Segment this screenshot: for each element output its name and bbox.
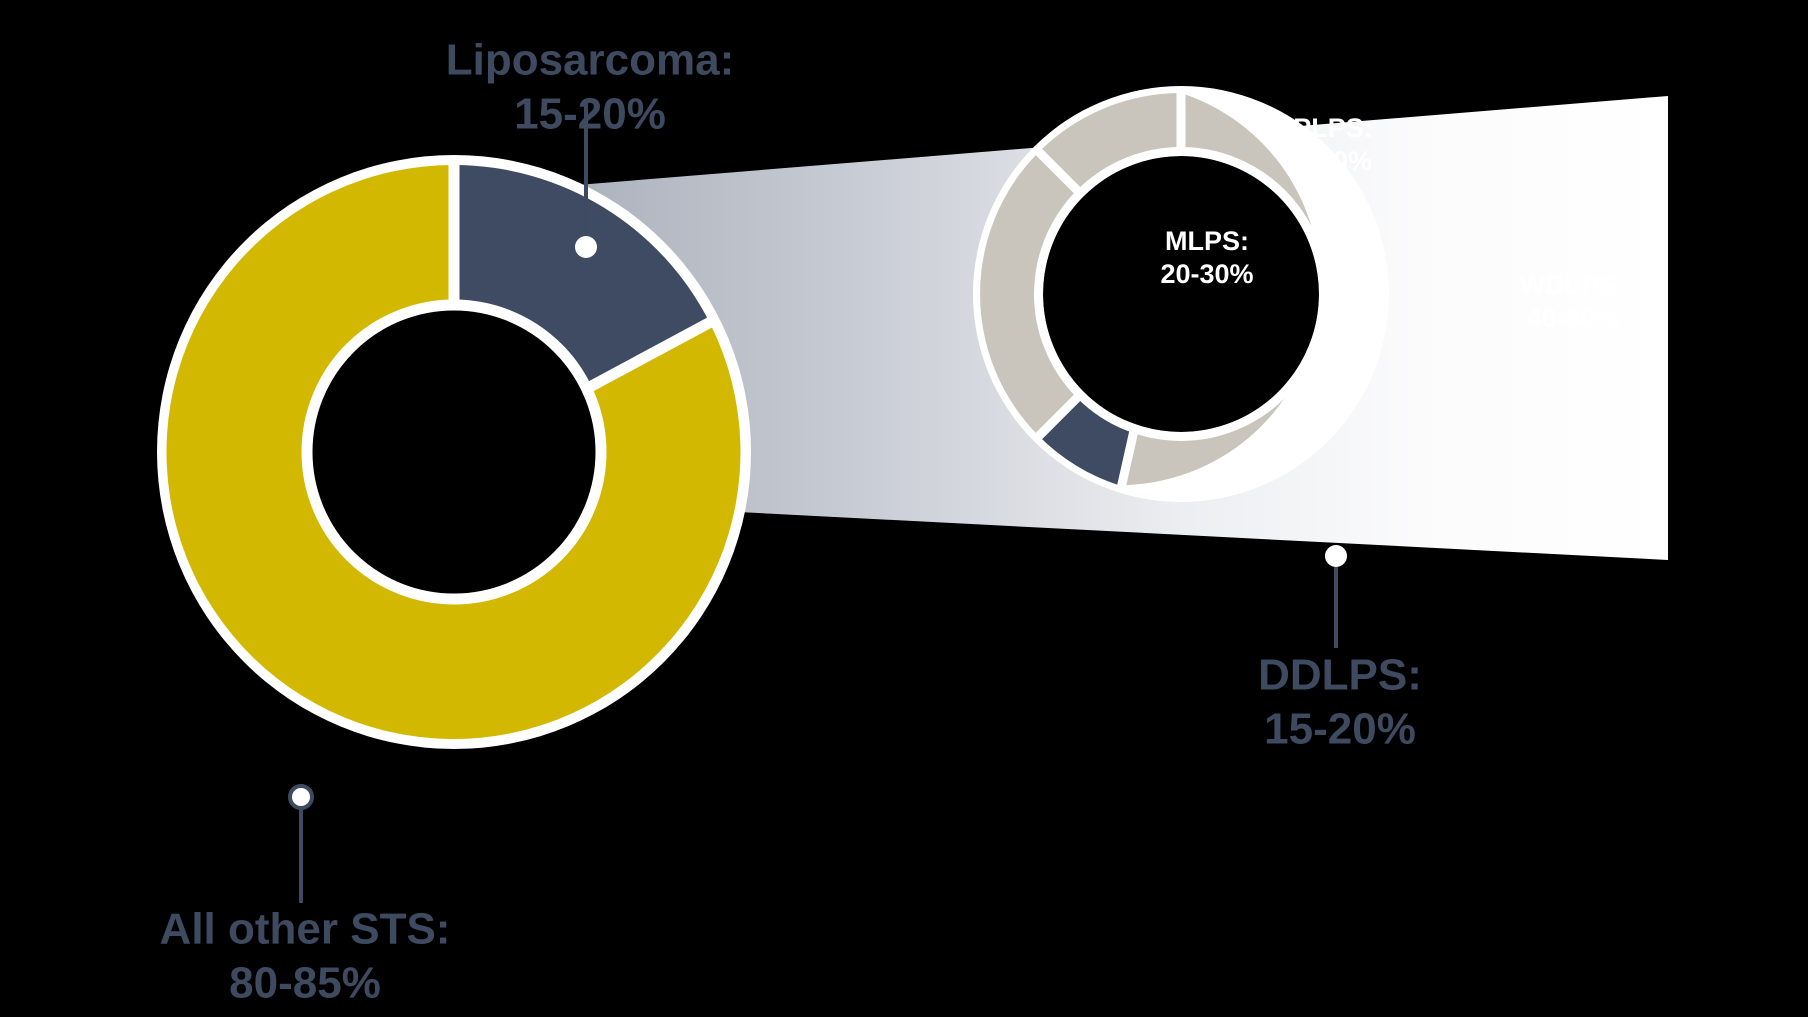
slice-plps[interactable] xyxy=(1038,93,1181,197)
overview-donut-hole xyxy=(312,310,596,594)
ddlps-leader-dot xyxy=(1325,545,1347,567)
sts-overview-donut xyxy=(157,155,751,749)
liposarcoma-subtypes-donut xyxy=(973,86,1389,502)
callout-ddlps-name: DDLPS: xyxy=(1258,651,1422,700)
liposarcoma-leader-dot xyxy=(575,236,597,258)
callout-liposarcoma-name: Liposarcoma: xyxy=(446,36,735,85)
callout-liposarcoma: Liposarcoma: 15-20% xyxy=(446,36,735,258)
callout-liposarcoma-value: 15-20% xyxy=(514,90,666,139)
label-plps-value: 5-10% xyxy=(1294,146,1372,176)
subtypes-inner-ring xyxy=(1034,147,1328,441)
callout-all-other-sts-value: 80-85% xyxy=(229,959,381,1008)
overview-inner-ring xyxy=(301,299,607,605)
label-mlps-value: 20-30% xyxy=(1160,259,1253,289)
label-plps-name: PLPS: xyxy=(1293,113,1373,143)
callout-all-other-sts-name: All other STS: xyxy=(160,905,451,954)
slice-all-other-sts[interactable] xyxy=(166,164,741,739)
label-mlps-name: MLPS: xyxy=(1165,226,1249,256)
callout-ddlps: DDLPS: 15-20% xyxy=(1258,545,1422,754)
callout-all-other-sts: All other STS: 80-85% xyxy=(160,784,451,1008)
subtypes-donut-hole xyxy=(1043,156,1319,432)
slice-liposarcoma[interactable] xyxy=(454,165,710,388)
label-wdlps-name: WDLPS: xyxy=(1520,270,1626,300)
overview-divider-right xyxy=(581,315,716,395)
label-wdlps-value: 40-50% xyxy=(1526,303,1619,333)
all-other-sts-leader-dot xyxy=(288,784,314,810)
subtype-inside-labels: WDLPS: 40-50% MLPS: 20-30% PLPS: 5-10% xyxy=(1160,113,1626,333)
callout-ddlps-value: 15-20% xyxy=(1264,705,1416,754)
